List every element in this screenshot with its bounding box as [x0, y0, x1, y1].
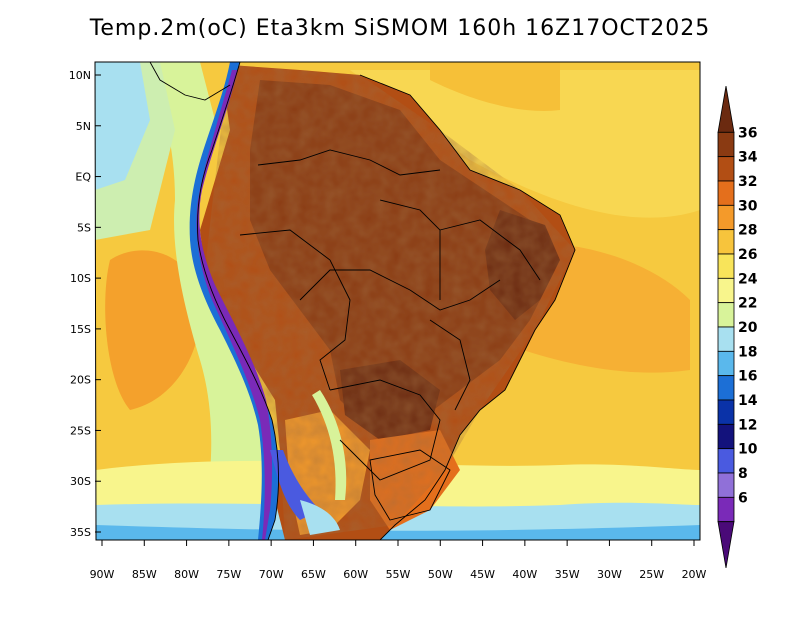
lon-tick-label: 70W: [259, 568, 284, 581]
atlantic-coastline: [359, 74, 576, 540]
colorbar-segment: [717, 253, 735, 279]
map-title: Temp.2m(oC) Eta3km SiSMOM 160h 16Z17OCT2…: [89, 16, 711, 41]
colorbar-segment: [717, 496, 735, 523]
lat-tick-label: 15S: [70, 323, 91, 336]
colorbar-segment: [717, 302, 735, 328]
colorbar-label: 10: [738, 442, 758, 458]
lat-tick-label: EQ: [75, 171, 91, 184]
colorbar-label: 28: [738, 223, 757, 239]
colorbar-label: 24: [738, 271, 758, 287]
political-boundaries: [149, 62, 576, 540]
colorbar-label: 14: [738, 393, 758, 409]
lon-tick-label: 55W: [386, 568, 411, 581]
south-coldest-band: [96, 525, 700, 540]
lat-tick-label: 10N: [69, 69, 91, 82]
state-border-2: [439, 219, 541, 281]
north-atlantic-field: [350, 70, 700, 218]
east-pacific-warm: [105, 250, 201, 410]
uruguay-border: [369, 449, 451, 521]
lat-tick-label: 35S: [70, 526, 91, 539]
temperature-field: [95, 62, 700, 540]
colorbar-segment: [717, 399, 735, 425]
colorbar-label: 36: [738, 125, 757, 141]
lon-tick-label: 90W: [90, 568, 115, 581]
colorbar-segment: [717, 326, 735, 352]
colorbar-segment: [717, 448, 735, 474]
colorbar-label: 18: [738, 344, 757, 360]
colorbar-label: 12: [738, 417, 757, 433]
state-border-4: [379, 199, 441, 300]
lon-tick-label: 25W: [639, 568, 664, 581]
argentina-cool-streak: [312, 390, 347, 500]
lon-tick-label: 60W: [343, 568, 368, 581]
lon-tick-label: 30W: [597, 568, 622, 581]
pacific-coastline: [197, 62, 279, 540]
northwest-cooler: [95, 62, 150, 190]
terrain-texture: [205, 65, 575, 540]
colorbar-label: 32: [738, 174, 757, 190]
longitude-axis: 90W 85W 80W 75W 70W 65W 60W 55W 50W 45W 40W 35W 30W 2…: [90, 540, 707, 581]
colorbar-segment: [717, 350, 735, 377]
colorbar-segment: [717, 423, 735, 450]
lon-tick-label: 65W: [301, 568, 326, 581]
colorbar-label: 6: [738, 490, 748, 506]
lat-tick-label: 10S: [70, 272, 91, 285]
map-frame: [94, 61, 701, 541]
lon-tick-label: 80W: [174, 568, 199, 581]
colorbar-label: 26: [738, 247, 757, 263]
western-brazil-border: [239, 229, 351, 391]
colorbar-top-arrow: [717, 86, 735, 133]
latitude-axis: 10N 5N EQ 5S 10S 15S 20S 25S 30S 35S: [69, 69, 101, 539]
state-border-1: [299, 269, 501, 311]
colorbar-segment: [717, 204, 735, 231]
paraguay-border: [329, 379, 441, 481]
caribbean-field: [430, 62, 560, 111]
colorbar-label: 34: [738, 150, 758, 166]
lon-tick-label: 45W: [470, 568, 495, 581]
colorbar-bottom-arrow: [717, 521, 735, 568]
colorbar-label: 22: [738, 296, 757, 312]
lat-tick-label: 5N: [76, 120, 91, 133]
lat-tick-label: 20S: [70, 374, 91, 387]
lon-tick-label: 40W: [512, 568, 537, 581]
colorbar-segment: [717, 156, 735, 182]
lon-tick-label: 75W: [216, 568, 241, 581]
colorbar-label: 16: [738, 369, 757, 385]
northern-brazil-border: [257, 149, 441, 176]
colorbar-label: 30: [738, 198, 758, 214]
colorbar-segment: [717, 375, 735, 401]
lat-tick-label: 30S: [70, 475, 91, 488]
lat-tick-label: 5S: [77, 221, 91, 234]
lon-tick-label: 85W: [132, 568, 157, 581]
colorbar-segment: [717, 180, 735, 206]
colorbar-segment: [717, 472, 735, 498]
lon-tick-label: 35W: [555, 568, 580, 581]
colorbar-label: 8: [738, 466, 748, 482]
colorbar-segment: [717, 131, 735, 158]
central-america-coast: [149, 62, 231, 101]
lon-tick-label: 20W: [682, 568, 707, 581]
state-border-3: [429, 319, 471, 411]
lon-tick-label: 50W: [428, 568, 453, 581]
colorbar: 36 34 32 30 28 26 24 22 20 18 16 14 12 10 8 6: [717, 86, 758, 568]
colorbar-segment: [717, 229, 735, 255]
lat-tick-label: 25S: [70, 424, 91, 437]
patagonia-cool: [300, 500, 340, 535]
colorbar-segment: [717, 277, 735, 304]
colorbar-label: 20: [738, 320, 758, 336]
